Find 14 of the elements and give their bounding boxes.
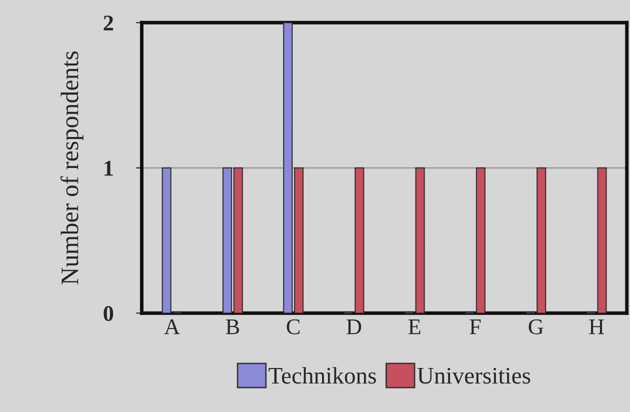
x-tick-label: B: [226, 320, 240, 334]
x-tick-label: C: [286, 319, 300, 334]
y-tick-label: 1: [104, 160, 113, 176]
x-tick-label: E: [408, 320, 420, 334]
x-tick-label: D: [346, 320, 362, 334]
legend-label: Technikons: [268, 367, 376, 384]
x-tick-label: A: [164, 319, 180, 334]
x-tick-label: G: [528, 319, 544, 334]
x-tick-label: F: [470, 320, 481, 334]
y-tick-label: 0: [104, 306, 114, 322]
x-tick-label: H: [589, 320, 604, 334]
y-axis-title: Number of respondents: [60, 51, 84, 285]
legend-label: Universities: [417, 368, 530, 384]
y-tick-label: 2: [104, 16, 114, 30]
